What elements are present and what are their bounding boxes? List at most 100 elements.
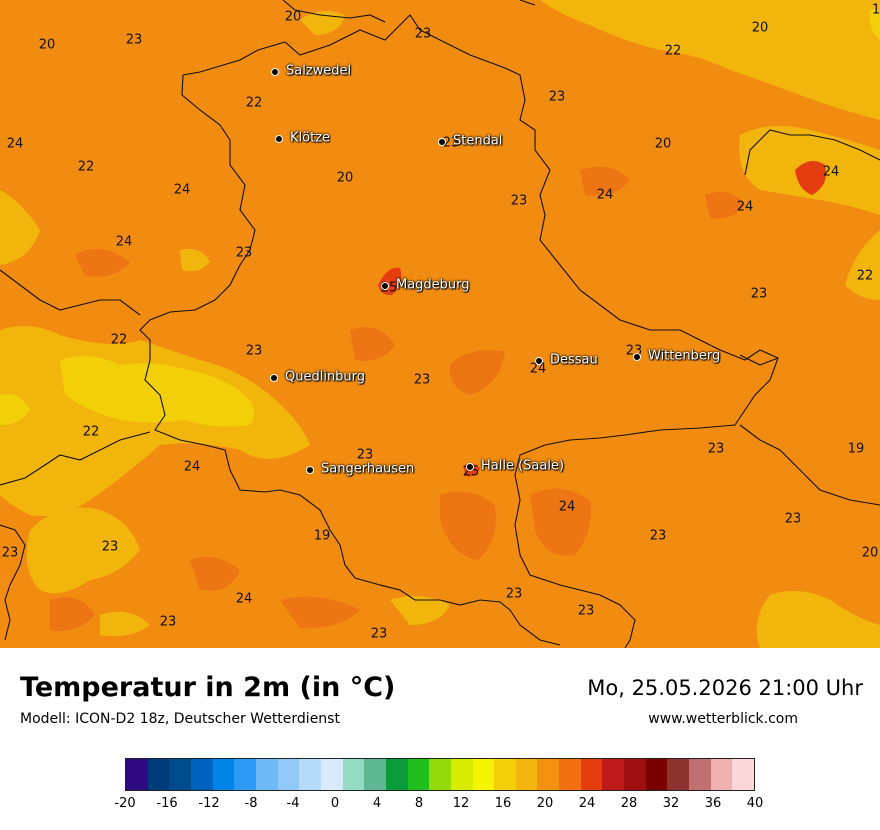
website-link[interactable]: www.wetterblick.com <box>648 711 798 727</box>
scale-tick-label: -12 <box>198 796 220 811</box>
scale-tick-label: -16 <box>156 796 178 811</box>
scale-color-step <box>147 759 170 790</box>
temperature-value: 24 <box>235 591 253 607</box>
temperature-value: 23 <box>577 603 595 619</box>
temperature-value: 23 <box>356 447 374 463</box>
city-marker-halle-saale <box>466 463 474 471</box>
temperature-value: 23 <box>1 545 19 561</box>
scale-color-step <box>385 759 408 790</box>
temperature-value: 23 <box>442 135 460 151</box>
temperature-value: 23 <box>707 441 725 457</box>
temperature-value: 19 <box>847 441 865 457</box>
temperature-value: 20 <box>38 37 56 53</box>
temperature-value: 22 <box>856 268 874 284</box>
scale-tick-label: 40 <box>746 796 764 811</box>
forecast-datetime: Mo, 25.05.2026 21:00 Uhr <box>587 676 863 700</box>
scale-color-step <box>732 759 755 790</box>
temperature-value: 24 <box>173 182 191 198</box>
temperature-value: 22 <box>110 332 128 348</box>
scale-tick-label: 16 <box>494 796 512 811</box>
temperature-value: 22 <box>77 159 95 175</box>
temperature-value: 24 <box>6 136 24 152</box>
scale-color-step <box>580 759 603 790</box>
temperature-value: 23 <box>235 245 253 261</box>
scale-color-step <box>494 759 516 790</box>
temperature-value: 24 <box>115 234 133 250</box>
temperature-value: 24 <box>183 459 201 475</box>
temperature-value: 20 <box>336 170 354 186</box>
scale-color-step <box>364 759 386 790</box>
temperature-color-scale <box>125 758 755 791</box>
temperature-value: 23 <box>159 614 177 630</box>
temperature-value: 23 <box>370 626 388 642</box>
temperature-value: 24 <box>529 361 547 377</box>
city-marker-magdeburg <box>381 282 389 290</box>
scale-color-step <box>169 759 191 790</box>
city-label-salzwedel: Salzwedel <box>286 63 352 79</box>
scale-color-step <box>277 759 300 790</box>
scale-color-step <box>537 759 560 790</box>
scale-color-step <box>472 759 495 790</box>
scale-color-step <box>212 759 235 790</box>
temperature-value: 20 <box>284 9 302 25</box>
scale-color-step <box>429 759 451 790</box>
temperature-value: 20 <box>861 545 879 561</box>
temperature-value: 23 <box>784 511 802 527</box>
city-marker-sangerhausen <box>306 466 314 474</box>
model-info: Modell: ICON-D2 18z, Deutscher Wetterdie… <box>20 711 340 727</box>
scale-color-step <box>515 759 538 790</box>
city-marker-salzwedel <box>271 68 279 76</box>
scale-color-step <box>190 759 213 790</box>
scale-color-step <box>299 759 321 790</box>
temperature-value: 23 <box>510 193 528 209</box>
temperature-value: 24 <box>558 499 576 515</box>
city-marker-quedlinburg <box>270 374 278 382</box>
scale-color-step <box>624 759 646 790</box>
scale-color-step <box>450 759 473 790</box>
temperature-value: 22 <box>82 424 100 440</box>
temperature-value: 23 <box>101 539 119 555</box>
temperature-value: 23 <box>649 528 667 544</box>
temperature-map: 20 1 20 23 23 20 22 22 23 24 22 23 20 24 20 24 23 24 24 24 2… <box>0 0 880 648</box>
city-label-stendal: Stendal <box>453 133 503 149</box>
temperature-value: 22 <box>664 43 682 59</box>
scale-color-step <box>255 759 278 790</box>
scale-color-step <box>602 759 625 790</box>
city-label-klötze: Klötze <box>290 130 331 146</box>
temperature-value: 24 <box>596 187 614 203</box>
scale-tick-label: 28 <box>620 796 638 811</box>
temperature-value: 23 <box>245 343 263 359</box>
scale-tick-label: 4 <box>372 796 382 811</box>
city-marker-klötze <box>275 135 283 143</box>
city-label-halle-saale: Halle (Saale) <box>481 458 565 474</box>
scale-color-step <box>342 759 365 790</box>
scale-tick-label: 36 <box>704 796 722 811</box>
temperature-value: 23 <box>548 89 566 105</box>
scale-tick-label: 24 <box>578 796 596 811</box>
temperature-value: 22 <box>245 95 263 111</box>
scale-color-step <box>126 759 148 790</box>
scale-tick-label: -20 <box>114 796 136 811</box>
scale-tick-label: 8 <box>414 796 424 811</box>
map-title: Temperatur in 2m (in °C) <box>20 672 396 703</box>
temperature-value: 20 <box>654 136 672 152</box>
scale-tick-label: 32 <box>662 796 680 811</box>
scale-color-step <box>667 759 690 790</box>
map-background <box>0 0 880 648</box>
city-label-dessau: Dessau <box>550 352 598 368</box>
scale-color-step <box>234 759 256 790</box>
temperature-value: 20 <box>751 20 769 36</box>
scale-color-step <box>559 759 581 790</box>
temperature-value: 23 <box>505 586 523 602</box>
scale-tick-label: 0 <box>330 796 340 811</box>
scale-color-step <box>407 759 430 790</box>
scale-tick-label: 12 <box>452 796 470 811</box>
scale-color-step <box>710 759 733 790</box>
scale-tick-label: -8 <box>244 796 258 811</box>
city-marker-stendal <box>438 138 446 146</box>
temperature-value: 1 <box>871 2 880 18</box>
scale-color-step <box>689 759 711 790</box>
temperature-value: 23 <box>413 372 431 388</box>
scale-tick-label: 20 <box>536 796 554 811</box>
city-label-sangerhausen: Sangerhausen <box>321 461 415 477</box>
